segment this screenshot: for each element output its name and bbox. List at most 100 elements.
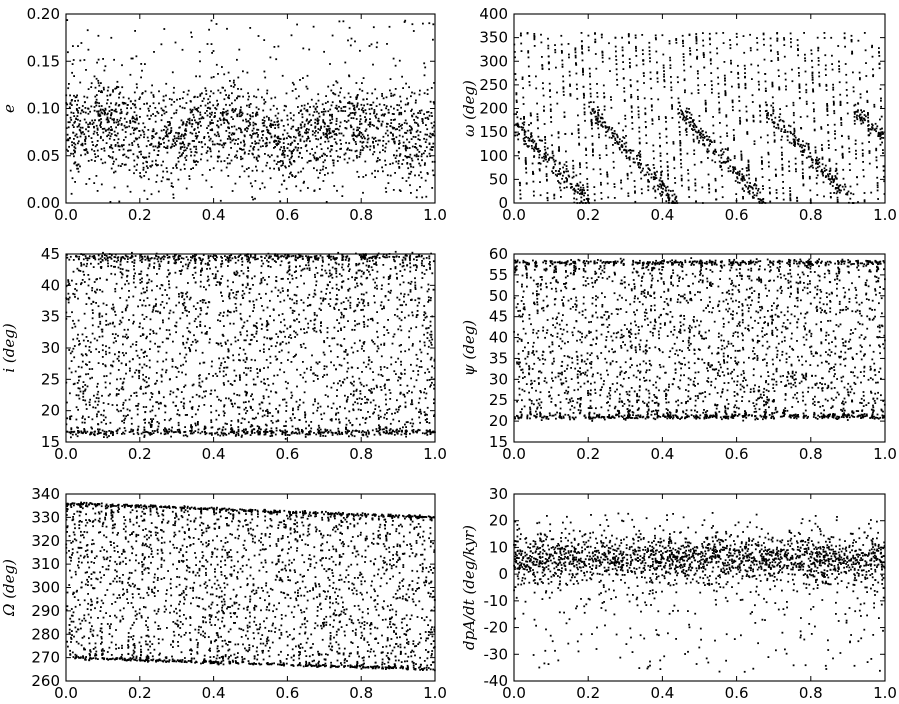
data-point: [279, 368, 281, 371]
data-point: [412, 370, 415, 372]
data-point: [650, 176, 653, 179]
data-point: [417, 125, 420, 127]
data-point: [200, 153, 203, 156]
data-point: [212, 104, 215, 107]
data-point: [622, 68, 625, 70]
data-point: [274, 286, 277, 289]
data-point: [77, 125, 80, 127]
data-point: [385, 105, 388, 108]
data-point: [777, 59, 780, 61]
data-point: [120, 112, 123, 114]
data-point: [184, 129, 186, 132]
data-point: [93, 75, 96, 78]
data-point: [594, 33, 596, 35]
data-point: [611, 127, 614, 129]
data-point: [131, 117, 134, 120]
data-point: [153, 149, 156, 152]
data-point: [257, 35, 260, 37]
data-point: [335, 120, 338, 122]
data-point: [839, 100, 842, 103]
data-point: [709, 51, 712, 54]
data-point: [188, 117, 191, 120]
y-tick-label: 50: [489, 170, 508, 188]
data-point: [727, 160, 730, 163]
data-point: [186, 267, 189, 270]
data-point: [581, 189, 584, 191]
data-point: [518, 126, 520, 128]
data-point: [113, 139, 116, 141]
data-point: [197, 121, 199, 124]
data-point: [577, 132, 580, 134]
data-point: [89, 110, 91, 113]
data-point: [117, 120, 120, 123]
data-point: [237, 76, 240, 79]
data-point: [644, 112, 647, 115]
data-point: [266, 138, 268, 141]
data-point: [623, 137, 626, 139]
data-point: [764, 73, 767, 75]
data-point: [93, 281, 96, 283]
data-point: [878, 47, 880, 49]
data-point: [163, 146, 166, 148]
data-point: [275, 261, 277, 263]
data-point: [600, 183, 602, 186]
data-point: [623, 142, 626, 145]
data-point: [284, 165, 286, 168]
data-point: [155, 163, 157, 166]
data-point: [173, 135, 176, 138]
data-point: [113, 337, 116, 339]
data-point: [223, 160, 226, 162]
data-point: [731, 99, 734, 102]
data-point: [742, 35, 745, 37]
data-point: [781, 166, 784, 169]
data-point: [100, 105, 103, 107]
data-point: [89, 123, 91, 125]
data-point: [871, 127, 874, 130]
data-point: [430, 146, 433, 148]
data-point: [293, 83, 295, 86]
data-point: [880, 136, 883, 139]
data-point: [879, 118, 881, 121]
data-point: [514, 56, 516, 59]
data-point: [402, 159, 405, 161]
data-point: [228, 97, 230, 100]
data-point: [745, 174, 748, 177]
data-point: [530, 132, 533, 134]
data-point: [698, 120, 701, 122]
data-point: [408, 86, 410, 89]
data-point: [521, 122, 524, 125]
data-point: [302, 47, 305, 50]
data-point: [350, 102, 353, 105]
data-point: [762, 185, 764, 187]
data-point: [273, 135, 276, 138]
data-point: [686, 152, 689, 155]
data-point: [667, 193, 670, 196]
data-point: [747, 191, 750, 193]
data-point: [182, 122, 184, 124]
data-point: [115, 134, 118, 137]
data-point: [179, 146, 182, 149]
data-point: [134, 127, 136, 130]
data-point: [533, 140, 536, 143]
data-point: [356, 105, 358, 108]
data-point: [615, 73, 618, 76]
data-point: [329, 132, 332, 134]
data-point: [106, 121, 109, 124]
data-point: [557, 170, 560, 173]
data-point: [287, 351, 290, 354]
data-point: [199, 280, 202, 283]
data-point: [721, 153, 724, 156]
data-point: [314, 126, 317, 129]
data-point: [340, 345, 343, 347]
data-point: [585, 147, 587, 150]
data-point: [69, 103, 72, 105]
data-point: [67, 138, 69, 141]
data-point: [100, 183, 103, 186]
data-point: [240, 131, 243, 134]
data-point: [360, 132, 363, 134]
data-point: [100, 158, 103, 161]
data-point: [117, 144, 120, 147]
data-point: [307, 122, 310, 125]
data-point: [798, 86, 801, 89]
